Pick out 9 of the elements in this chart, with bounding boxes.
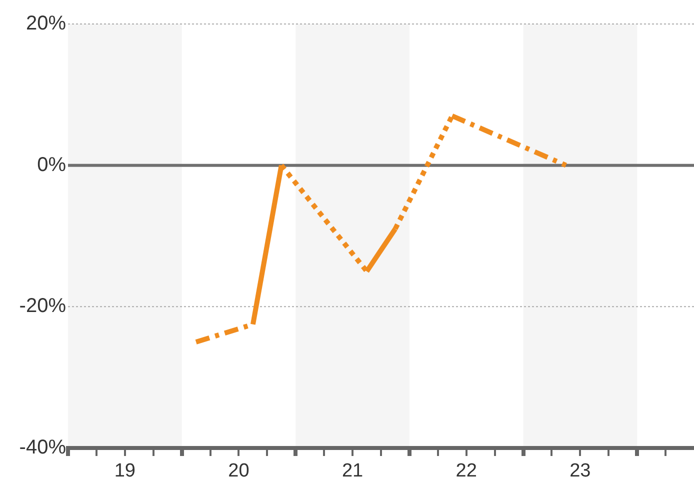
x-tick-label: 20 [228, 460, 250, 481]
y-tick-label: 0% [37, 154, 66, 176]
x-tick-label: 21 [342, 460, 364, 481]
x-tick-label: 22 [456, 460, 477, 481]
y-tick-label: -40% [19, 436, 66, 459]
y-tick-label: -20% [19, 295, 66, 318]
x-tick-label: 19 [114, 460, 136, 481]
x-tick-label: 23 [570, 460, 591, 481]
y-tick-label: 20% [26, 12, 66, 35]
